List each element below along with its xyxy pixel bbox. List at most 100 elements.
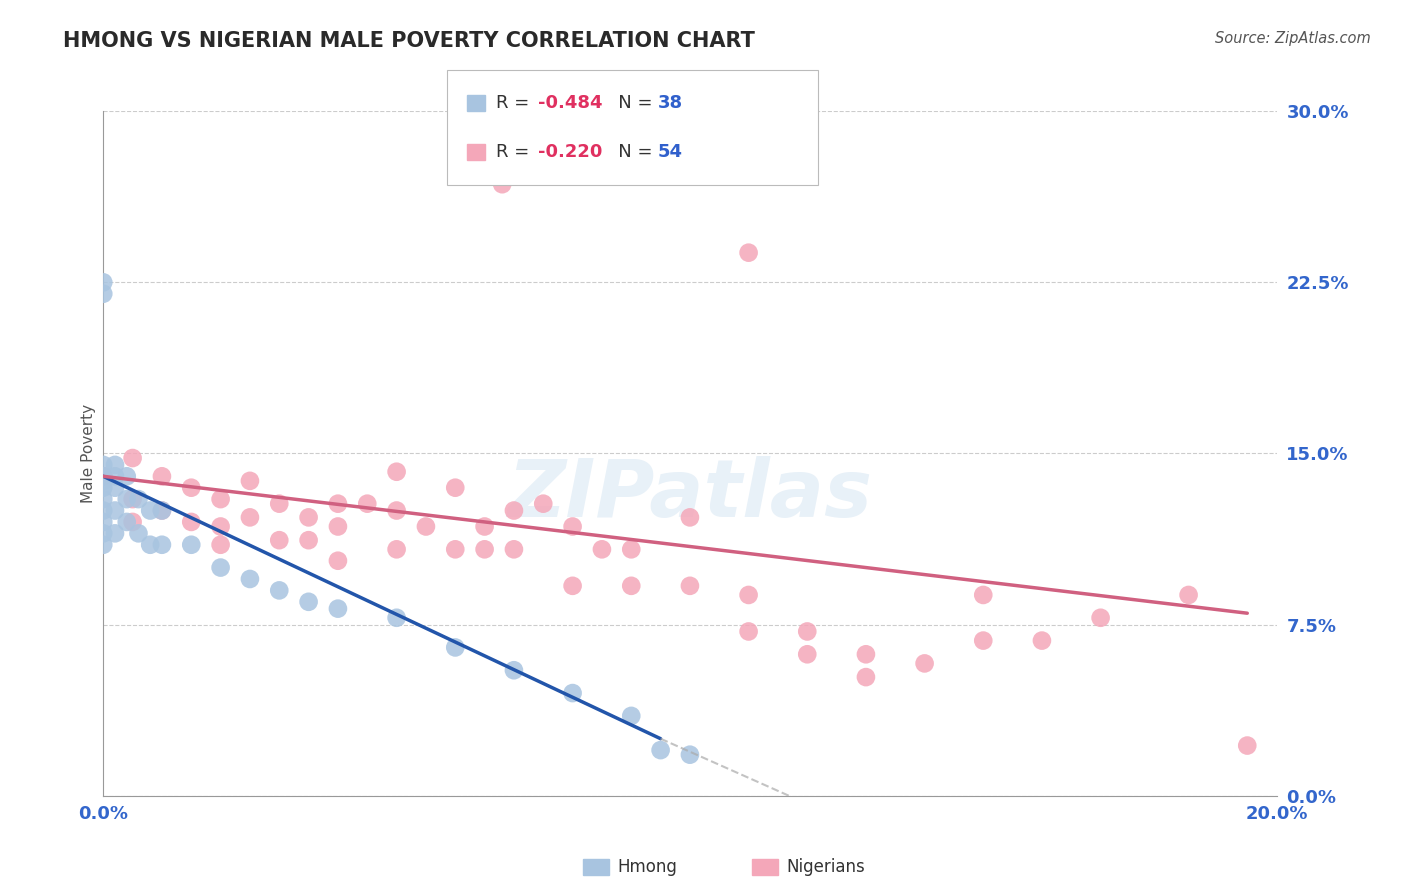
Point (796, 648, 818, 662)
Point (209, 560, 232, 574)
Point (239, 474, 262, 488)
Point (679, 510, 702, 524)
Point (474, 542, 496, 557)
Point (104, 469, 127, 483)
Point (620, 709, 643, 723)
Text: HMONG VS NIGERIAN MALE POVERTY CORRELATION CHART: HMONG VS NIGERIAN MALE POVERTY CORRELATI… (63, 31, 755, 51)
Point (737, 624, 759, 639)
Text: Nigerians: Nigerians (786, 858, 865, 876)
Point (180, 538, 202, 552)
Point (115, 515, 138, 529)
Point (415, 519, 437, 533)
Point (91, 526, 114, 541)
Point (121, 515, 143, 529)
Point (385, 465, 408, 479)
Point (91, 515, 114, 529)
Point (356, 497, 378, 511)
Point (474, 519, 496, 533)
Point (385, 503, 408, 517)
Point (91, 286, 114, 301)
Point (591, 542, 613, 557)
Text: 54: 54 (658, 143, 682, 161)
Text: N =: N = (602, 94, 658, 112)
Point (180, 481, 202, 495)
Point (1090, 611, 1112, 625)
Point (1236, 739, 1258, 753)
Point (503, 663, 526, 677)
Point (239, 572, 262, 586)
Point (679, 579, 702, 593)
Point (385, 611, 408, 625)
Point (269, 533, 291, 548)
Point (91, 474, 114, 488)
Point (561, 686, 583, 700)
Point (139, 503, 162, 517)
Point (972, 633, 994, 648)
Point (209, 492, 232, 507)
Point (239, 510, 262, 524)
Text: -0.220: -0.220 (538, 143, 602, 161)
Point (104, 503, 127, 517)
Point (91, 469, 114, 483)
Text: Hmong: Hmong (617, 858, 678, 876)
Text: R =: R = (496, 94, 534, 112)
Point (972, 588, 994, 602)
Point (491, 178, 513, 192)
Point (115, 469, 138, 483)
Point (121, 451, 143, 466)
Point (121, 492, 143, 507)
Text: N =: N = (602, 143, 658, 161)
Point (561, 519, 583, 533)
Point (269, 497, 291, 511)
Point (180, 515, 202, 529)
Point (620, 542, 643, 557)
Point (297, 595, 319, 609)
Point (139, 538, 162, 552)
Point (855, 648, 877, 662)
Point (127, 492, 149, 507)
Text: ZIPatlas: ZIPatlas (508, 456, 873, 533)
Point (150, 503, 173, 517)
Y-axis label: Male Poverty: Male Poverty (82, 404, 97, 503)
Point (297, 533, 319, 548)
Point (104, 526, 127, 541)
Point (444, 481, 467, 495)
Point (104, 481, 127, 495)
Point (150, 503, 173, 517)
Point (679, 747, 702, 762)
Point (914, 657, 936, 671)
Point (620, 579, 643, 593)
Point (385, 542, 408, 557)
Point (91, 492, 114, 507)
Point (650, 743, 672, 757)
Point (326, 497, 349, 511)
Point (91, 458, 114, 472)
Point (127, 526, 149, 541)
Point (91, 481, 114, 495)
Point (297, 510, 319, 524)
Point (150, 538, 173, 552)
Point (1031, 633, 1053, 648)
Point (91, 469, 114, 483)
Point (91, 469, 114, 483)
Point (531, 497, 554, 511)
Point (855, 670, 877, 684)
Point (269, 583, 291, 598)
Point (209, 519, 232, 533)
Point (104, 458, 127, 472)
Point (737, 245, 759, 260)
Point (326, 554, 349, 568)
Point (326, 601, 349, 615)
Point (1177, 588, 1199, 602)
Point (444, 542, 467, 557)
Point (150, 469, 173, 483)
Point (209, 538, 232, 552)
Point (326, 519, 349, 533)
Point (503, 542, 526, 557)
Point (91, 538, 114, 552)
Point (561, 579, 583, 593)
Point (91, 276, 114, 290)
Text: 38: 38 (658, 94, 682, 112)
Point (796, 624, 818, 639)
Text: Source: ZipAtlas.com: Source: ZipAtlas.com (1215, 31, 1371, 46)
